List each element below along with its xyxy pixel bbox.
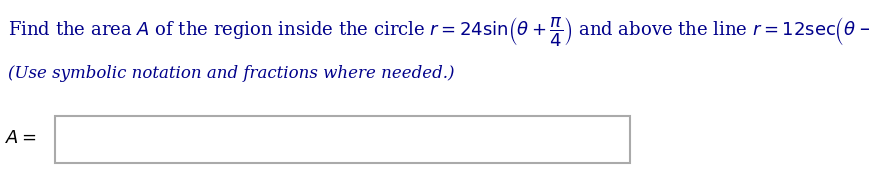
Text: (Use symbolic notation and fractions where needed.): (Use symbolic notation and fractions whe…	[8, 65, 454, 82]
Text: $A =$: $A =$	[4, 129, 36, 148]
FancyBboxPatch shape	[56, 116, 630, 163]
Text: Find the area $A$ of the region inside the circle $r = 24\sin\!\left(\theta + \d: Find the area $A$ of the region inside t…	[8, 15, 869, 48]
